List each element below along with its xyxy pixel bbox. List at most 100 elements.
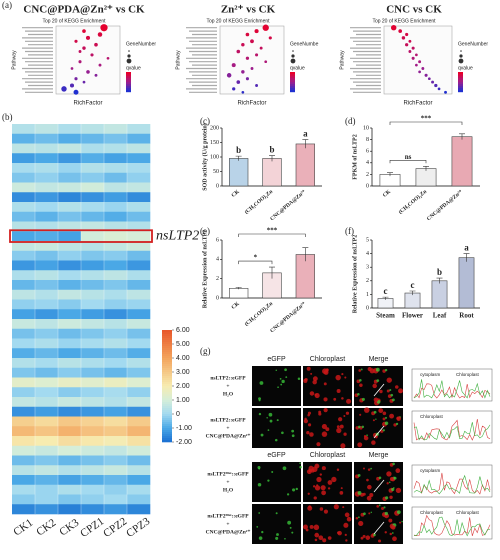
chloroplast-spot xyxy=(307,505,313,511)
heatmap-cell xyxy=(58,163,82,174)
gfp-spot xyxy=(378,504,381,507)
enrichment-dot xyxy=(82,80,86,84)
heatmap-cell xyxy=(127,250,151,261)
heatmap-cell xyxy=(81,397,105,408)
color-legend-step xyxy=(458,84,463,87)
heatmap-cell xyxy=(58,358,82,369)
heatmap-cell xyxy=(35,124,59,135)
colorbar-step xyxy=(162,382,172,385)
chloroplast-spot xyxy=(321,466,326,471)
heatmap-cell xyxy=(58,182,82,193)
y-tick-label: 5 xyxy=(366,237,369,243)
enrichment-dot xyxy=(250,67,254,70)
colorbar-step xyxy=(162,414,172,417)
heatmap-cell xyxy=(104,484,128,495)
chloroplast-spot xyxy=(336,389,341,394)
enrichment-dot xyxy=(434,83,438,88)
bar xyxy=(458,257,475,309)
gfp-spot xyxy=(363,512,366,516)
heatmap-cell xyxy=(127,504,151,515)
significance-letter: a xyxy=(464,243,469,253)
heatmap-cell xyxy=(35,221,59,232)
colorbar-step xyxy=(162,440,172,443)
significance-letter: c xyxy=(384,286,388,296)
comparison-label: *** xyxy=(267,227,278,235)
enrichment-dot xyxy=(82,29,86,33)
heatmap-cell xyxy=(35,338,59,349)
gfp-spot xyxy=(361,397,365,401)
heatmap-cell xyxy=(12,241,36,252)
column-header: eGFP xyxy=(267,452,286,459)
enrichment-dot xyxy=(437,87,441,91)
color-legend-step xyxy=(126,88,131,91)
chloroplast-spot xyxy=(381,506,384,510)
gfp-spot xyxy=(284,368,287,372)
gfp-spot xyxy=(291,429,295,433)
y-tick-label: 6 xyxy=(216,237,219,243)
heatmap-cell xyxy=(104,309,128,320)
heatmap-cell xyxy=(58,387,82,398)
chloroplast-spot xyxy=(362,492,366,496)
chloroplast-spot xyxy=(331,476,337,483)
heatmap-cell xyxy=(81,202,105,213)
heatmap-cell xyxy=(12,231,36,242)
chloroplast-spot xyxy=(358,369,362,372)
chart-subtitle: Top 20 of KEGG Enrichment xyxy=(42,18,106,24)
heatmap-cell xyxy=(127,484,151,495)
size-legend-title: GeneNumber xyxy=(126,41,156,47)
enrichment-dot xyxy=(82,46,86,50)
gfp-spot xyxy=(281,431,284,435)
enrichment-dot xyxy=(69,83,75,88)
panel-label: (e) xyxy=(200,226,210,236)
gfp-spot xyxy=(375,418,377,420)
y-tick-label: 1 xyxy=(366,292,369,298)
colorbar-step xyxy=(162,408,172,411)
error-bar xyxy=(423,165,429,171)
color-legend-title: qvalue xyxy=(290,65,305,71)
heatmap-cell xyxy=(35,270,59,281)
heatmap-cell xyxy=(104,504,128,515)
heatmap-cell xyxy=(81,387,105,398)
gfp-spot xyxy=(271,471,274,474)
enrichment-dot xyxy=(431,80,435,84)
heatmap-cell xyxy=(35,328,59,339)
heatmap-cell xyxy=(127,338,151,349)
heatmap-cell xyxy=(35,309,59,320)
column-header: Merge xyxy=(369,356,389,363)
profile-annotation: cytoplasm xyxy=(420,468,441,473)
size-legend-dot xyxy=(460,50,462,52)
chloroplast-spot xyxy=(313,496,317,500)
colorbar-step xyxy=(162,390,172,393)
heatmap-cell xyxy=(81,367,105,378)
heatmap-cell xyxy=(81,241,105,252)
heatmap-cell xyxy=(58,465,82,476)
heatmap-cell xyxy=(127,172,151,183)
chloroplast-spot xyxy=(371,440,376,445)
chloroplast-spot xyxy=(395,487,402,494)
panel-label: (f) xyxy=(345,226,354,236)
colorbar-step xyxy=(162,378,172,381)
gfp-spot xyxy=(373,533,376,537)
enrichment-dot xyxy=(70,67,74,70)
heatmap-cell xyxy=(58,299,82,310)
heatmap-cell xyxy=(104,348,128,359)
enrichment-dot xyxy=(245,56,250,60)
heatmap-cell xyxy=(58,270,82,281)
colorbar-step xyxy=(162,372,172,375)
color-legend-step xyxy=(126,90,131,93)
bar xyxy=(377,298,394,309)
gfp-spot xyxy=(274,438,278,442)
size-legend-title: GeneNumber xyxy=(458,41,488,47)
heatmap-cell xyxy=(58,241,82,252)
chloroplast-spot xyxy=(339,491,344,495)
heatmap-cell xyxy=(12,260,36,271)
colorbar-tick-label: 0 xyxy=(176,411,180,418)
gfp-spot xyxy=(266,417,268,419)
colorbar-step xyxy=(162,394,172,397)
heatmap-cell xyxy=(12,133,36,144)
size-legend-dot xyxy=(126,58,132,64)
row-label: nsLTP2ᴹᵘᵗ::eGFP xyxy=(207,513,249,519)
chloroplast-spot xyxy=(323,382,327,386)
chloroplast-spot xyxy=(344,512,350,518)
enrichment-dot xyxy=(254,29,259,34)
